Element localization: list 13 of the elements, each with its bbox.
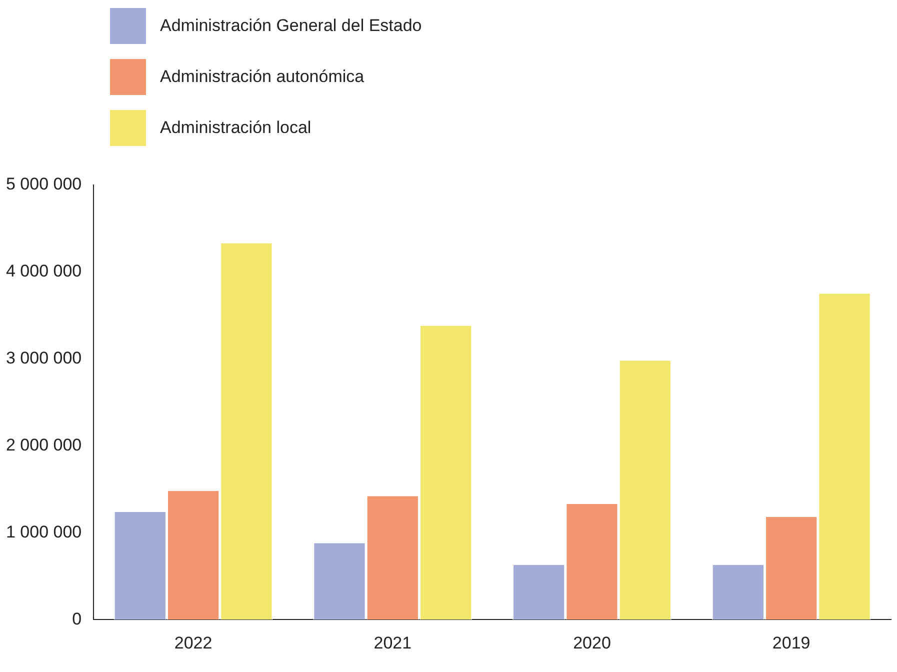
y-tick-label: 3 000 000: [6, 348, 82, 368]
legend-label: Administración General del Estado: [160, 16, 422, 36]
y-tick-label: 1 000 000: [6, 522, 82, 542]
y-tick-label: 4 000 000: [6, 262, 82, 281]
x-tick-label: 2020: [573, 633, 611, 652]
legend-label: Administración local: [160, 118, 312, 138]
y-tick-label: 0: [72, 609, 82, 628]
x-tick-label: 2021: [374, 633, 412, 652]
x-tick-label: 2019: [772, 633, 810, 652]
y-tick-label: 2 000 000: [6, 435, 82, 454]
y-tick-label: 5 000 000: [6, 174, 82, 194]
x-tick-label: 2022: [174, 633, 212, 652]
legend-label: Administración autonómica: [160, 67, 364, 87]
